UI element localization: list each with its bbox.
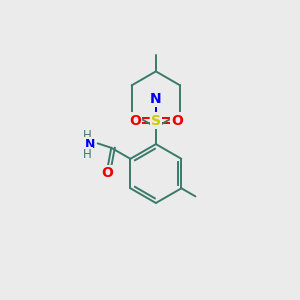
Text: O: O [101, 166, 113, 180]
Text: N: N [85, 138, 95, 151]
Text: N: N [150, 92, 162, 106]
Text: O: O [129, 114, 141, 128]
Text: H: H [83, 148, 92, 161]
Text: H: H [83, 129, 92, 142]
Text: S: S [151, 114, 161, 128]
Text: O: O [171, 114, 183, 128]
